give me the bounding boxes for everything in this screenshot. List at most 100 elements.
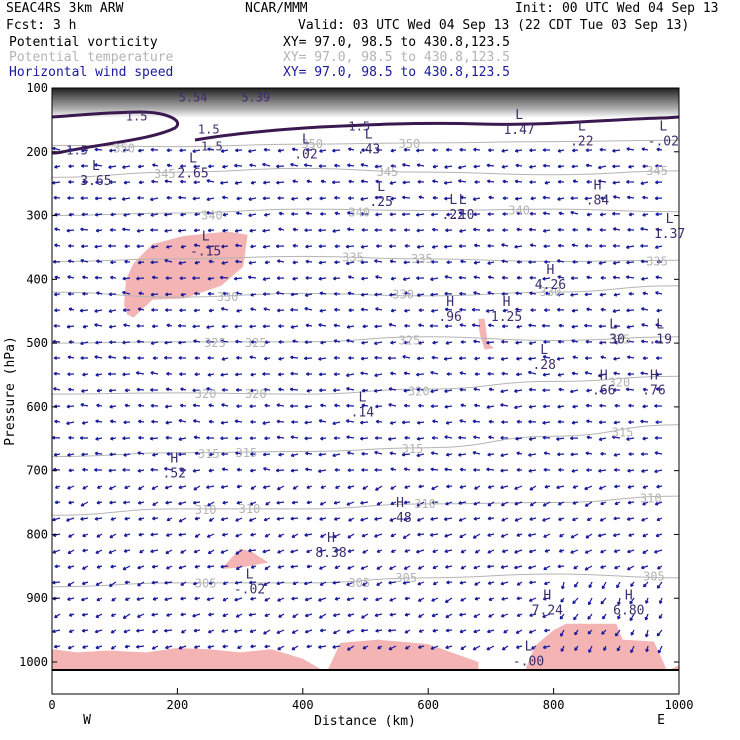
wind-vector [82,533,89,538]
wind-vector [236,355,243,360]
wind-vector [262,421,271,425]
wind-vector [613,371,621,376]
wind-vector [291,147,299,152]
wind-vector [220,436,229,441]
wind-vector [474,581,481,586]
wind-vector [403,500,411,505]
wind-vector [235,517,243,522]
wind-vector [151,516,159,521]
wind-vector [292,613,299,618]
wind-vector [612,275,621,280]
wind-vector [515,291,523,296]
wind-vector [178,645,187,650]
wind-vector [570,196,579,201]
wind-vector [152,629,159,634]
wind-vector [485,308,495,313]
wind-vector [179,179,187,184]
wind-vector [571,308,579,313]
wind-vector [94,355,103,359]
wind-vector [361,403,369,408]
wind-vector [514,148,523,153]
wind-vector [347,549,355,553]
wind-vector [122,613,131,619]
wind-vector [207,291,215,296]
wind-vector [514,549,523,554]
wind-vector [192,149,201,153]
isentrope-line [52,375,679,395]
extremum-marker: H [327,531,335,546]
wind-vector [432,164,439,169]
wind-vector [68,533,75,538]
wind-vector [332,229,341,233]
wind-vector [404,612,411,617]
wind-vector [305,372,312,377]
wind-vector [292,276,299,281]
wind-vector [584,485,593,491]
wind-vector [458,244,467,249]
wind-vector [472,197,481,201]
wind-vector [360,211,369,216]
wind-vector [487,549,495,554]
wind-vector [501,371,509,376]
wind-vector [612,260,621,265]
negative-pv-region [124,231,248,318]
wind-vector [417,565,425,570]
plot-frame [51,87,680,695]
wind-vector [263,356,271,361]
wind-vector [458,501,467,505]
wind-vector [501,645,509,651]
wind-vector [208,259,215,264]
wind-vector [500,485,509,490]
wind-vector [235,387,243,392]
wind-vector [291,500,299,505]
wind-vector [150,371,159,375]
negative-pv-fill-layer [52,231,679,670]
wind-vector [588,645,593,653]
wind-vector [557,164,565,169]
wind-vector [556,437,565,441]
wind-vector [192,581,201,586]
wind-vector [264,613,271,617]
wind-vector [430,370,439,375]
y-tick-label: 1000 [19,655,48,669]
wind-vector [416,244,425,249]
wind-vector [416,228,425,233]
isentrope-label: 330 [540,285,562,299]
wind-vector [304,306,313,311]
wind-vector [473,291,481,295]
wind-vector [640,452,649,457]
wind-vector [264,533,271,538]
wind-vector [474,596,481,601]
wind-vector [111,597,117,602]
wind-vector [122,436,131,441]
wind-vector [514,179,523,184]
wind-vector [458,356,467,361]
wind-vector [178,452,187,457]
isentrope-label: 310 [195,503,217,517]
wind-vector [275,244,285,249]
wind-vector [403,467,411,472]
wind-vector [54,243,61,248]
wind-vector [166,517,173,522]
pv-contour-label: 1.5 [348,119,370,133]
wind-vector [528,629,537,634]
wind-vector [305,323,313,328]
wind-vector [96,597,103,602]
wind-vector [403,340,411,345]
wind-vector [459,387,467,392]
wind-vector [404,596,411,601]
wind-vector [404,243,411,248]
wind-vector [502,308,509,313]
wind-vector [122,165,131,169]
wind-vector [415,259,425,264]
wind-vector [82,467,89,472]
y-tick-label: 200 [26,145,48,159]
wind-vector [277,196,285,201]
wind-vector [415,148,425,153]
wind-vector [360,307,369,312]
wind-vector [544,484,551,489]
wind-vector [616,581,621,589]
wind-vector [347,485,355,490]
wind-vector [305,467,313,472]
